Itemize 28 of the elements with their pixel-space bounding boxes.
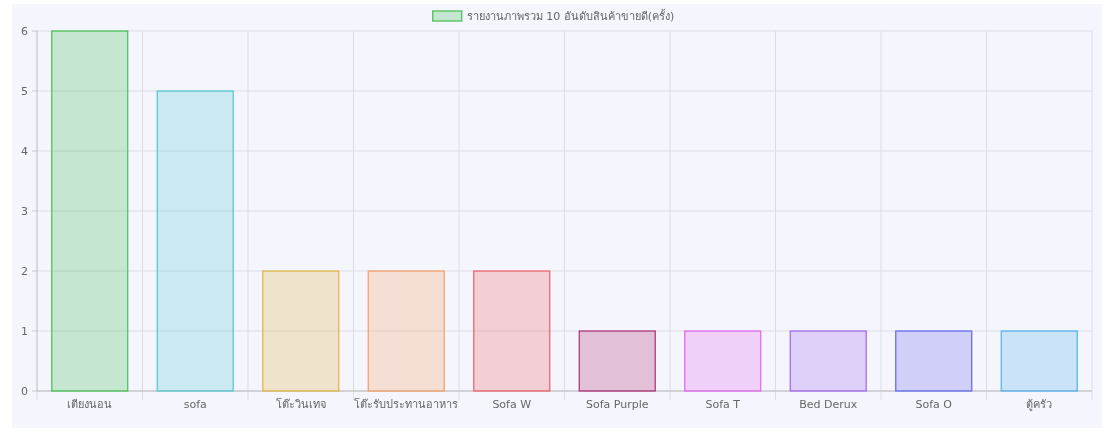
bar: [1000, 330, 1078, 392]
y-tick-label: 4: [21, 145, 28, 158]
bar: [895, 330, 973, 392]
y-tick-label: 5: [21, 85, 28, 98]
legend-label: รายงานภาพรวม 10 อันดับสินค้าขายดี(ครั้ง): [466, 8, 675, 23]
bar: [367, 270, 445, 392]
bar: [578, 330, 656, 392]
x-tick-label: โต๊ะรับประทานอาหาร: [354, 397, 459, 411]
y-tick-label: 0: [21, 385, 28, 398]
x-tick-label: Sofa O: [915, 398, 953, 411]
bar: [51, 30, 129, 392]
bar: [262, 270, 340, 392]
x-tick-label: เตียงนอน: [67, 398, 113, 411]
y-tick-label: 3: [21, 205, 28, 218]
x-tick-label: Sofa W: [492, 398, 532, 411]
x-tick-label: sofa: [183, 398, 207, 411]
y-tick-label: 1: [21, 325, 28, 338]
x-tick-label: Sofa T: [705, 398, 741, 411]
x-tick-label: ตู้ครัว: [1026, 398, 1053, 411]
x-tick-label: Sofa Purple: [585, 398, 649, 411]
bar: [473, 270, 551, 392]
x-tick-label: โต๊ะวินเทจ: [275, 397, 326, 411]
bar: [684, 330, 762, 392]
bar: [156, 90, 234, 392]
x-tick-label: Bed Derux: [799, 398, 858, 411]
bar: [789, 330, 867, 392]
y-tick-label: 6: [21, 25, 28, 38]
y-tick-label: 2: [21, 265, 28, 278]
